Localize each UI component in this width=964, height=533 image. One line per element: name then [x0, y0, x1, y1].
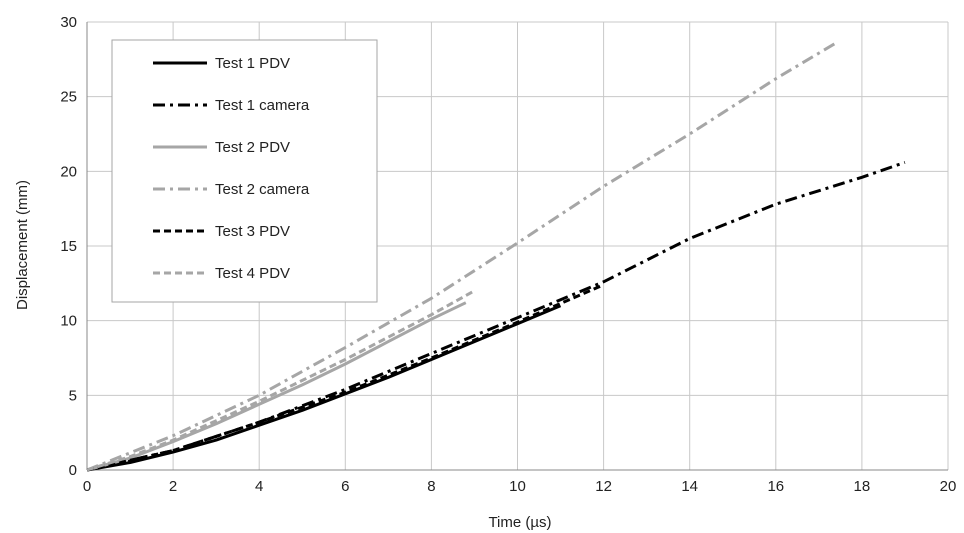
x-tick-label: 18	[854, 478, 871, 495]
y-tick-label: 10	[60, 313, 77, 330]
y-tick-label: 25	[60, 89, 77, 106]
y-tick-label: 5	[69, 387, 77, 404]
y-tick-label: 30	[60, 14, 77, 31]
series-line-test-2-camera	[86, 41, 837, 472]
x-tick-label: 8	[427, 478, 435, 495]
x-tick-label: 4	[255, 478, 263, 495]
legend-label-test-1-pdv: Test 1 PDV	[215, 55, 290, 72]
x-tick-label: 20	[940, 478, 957, 495]
x-tick-label: 0	[83, 478, 91, 495]
y-axis-title: Displacement (mm)	[14, 180, 31, 310]
y-tick-label: 20	[60, 163, 77, 180]
y-tick-labels: 0 5 10 15 20 25 30	[60, 14, 77, 479]
series-line-test-4-pdv	[86, 289, 476, 472]
series-line-test-1-pdv	[86, 304, 562, 472]
x-tick-label: 14	[681, 478, 698, 495]
x-axis-title: Time (µs)	[488, 514, 551, 531]
legend-label-test-2-camera: Test 2 camera	[215, 181, 310, 198]
x-tick-label: 6	[341, 478, 349, 495]
series-line-test-3-pdv	[86, 283, 605, 472]
legend-label-test-2-pdv: Test 2 PDV	[215, 139, 290, 156]
legend-label-test-1-camera: Test 1 camera	[215, 97, 310, 114]
legend-label-test-4-pdv: Test 4 PDV	[215, 265, 290, 282]
legend: Test 1 PDV Test 1 camera Test 2 PDV Test 2 …	[111, 39, 378, 303]
y-tick-label: 0	[69, 462, 77, 479]
legend-label-test-3-pdv: Test 3 PDV	[215, 223, 290, 240]
x-tick-label: 16	[767, 478, 784, 495]
x-tick-label: 2	[169, 478, 177, 495]
x-tick-labels: 0 2 4 6 8 10 12 14 16 18 20	[83, 478, 957, 495]
y-tick-label: 15	[60, 238, 77, 255]
x-tick-label: 10	[509, 478, 526, 495]
x-tick-label: 12	[595, 478, 612, 495]
series-line-test-1-camera	[86, 160, 906, 472]
axes	[86, 22, 948, 471]
series-lines	[86, 41, 906, 472]
legend-box	[111, 39, 378, 303]
